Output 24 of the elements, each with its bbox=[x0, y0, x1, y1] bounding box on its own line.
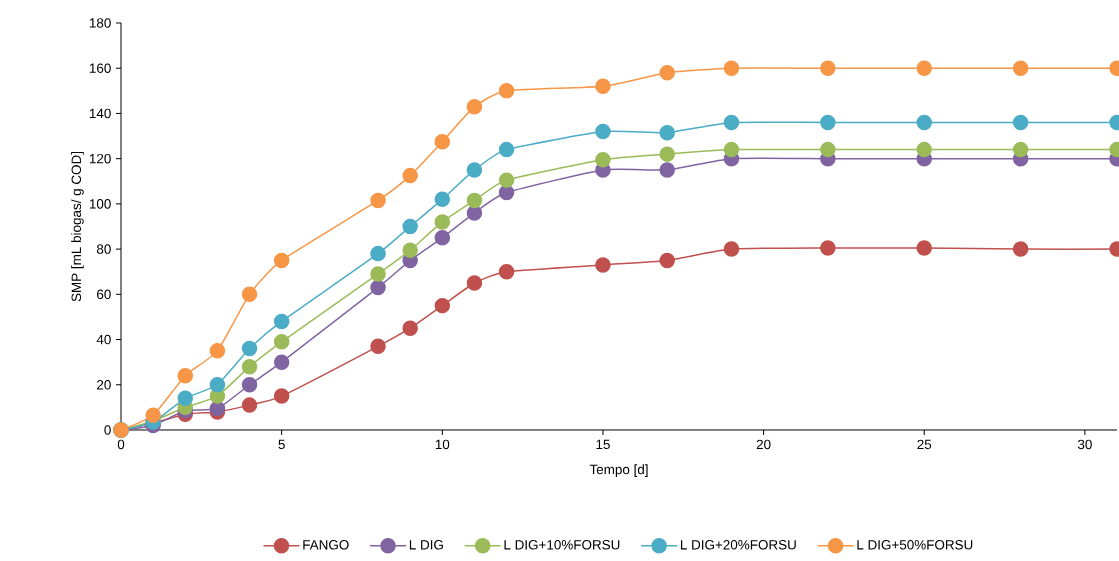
y-tick-label: 140 bbox=[89, 108, 111, 119]
x-tick-label: 5 bbox=[278, 439, 285, 450]
x-tick-label: 0 bbox=[117, 439, 125, 450]
x-tick-label: 10 bbox=[435, 439, 450, 450]
y-tick-label: 60 bbox=[97, 289, 111, 300]
y-tick-label: 0 bbox=[104, 425, 111, 435]
y-tick-label: 180 bbox=[89, 18, 111, 28]
x-axis-title: Tempo [d] bbox=[589, 464, 648, 477]
legend-label: L DIG bbox=[409, 539, 443, 550]
y-tick-label: 20 bbox=[97, 380, 111, 390]
legend-label: FANGO bbox=[303, 539, 349, 550]
y-tick-label: 100 bbox=[89, 199, 111, 209]
x-tick-label: 15 bbox=[596, 439, 610, 450]
x-tick-label: 30 bbox=[1077, 439, 1092, 450]
y-tick-label: 120 bbox=[89, 153, 111, 164]
x-tick-label: 25 bbox=[917, 439, 932, 450]
y-tick-label: 160 bbox=[89, 63, 111, 73]
legend-label: L DIG+20%FORSU bbox=[680, 539, 796, 550]
y-tick-label: 80 bbox=[96, 244, 111, 254]
y-axis-title: SMP [mL biogas/ g COD] bbox=[71, 151, 84, 302]
y-tick-label: 40 bbox=[96, 334, 111, 345]
x-tick-label: 20 bbox=[756, 439, 771, 450]
legend-label: L DIG+50%FORSU bbox=[857, 539, 973, 550]
legend-label: L DIG+10%FORSU bbox=[504, 539, 620, 550]
